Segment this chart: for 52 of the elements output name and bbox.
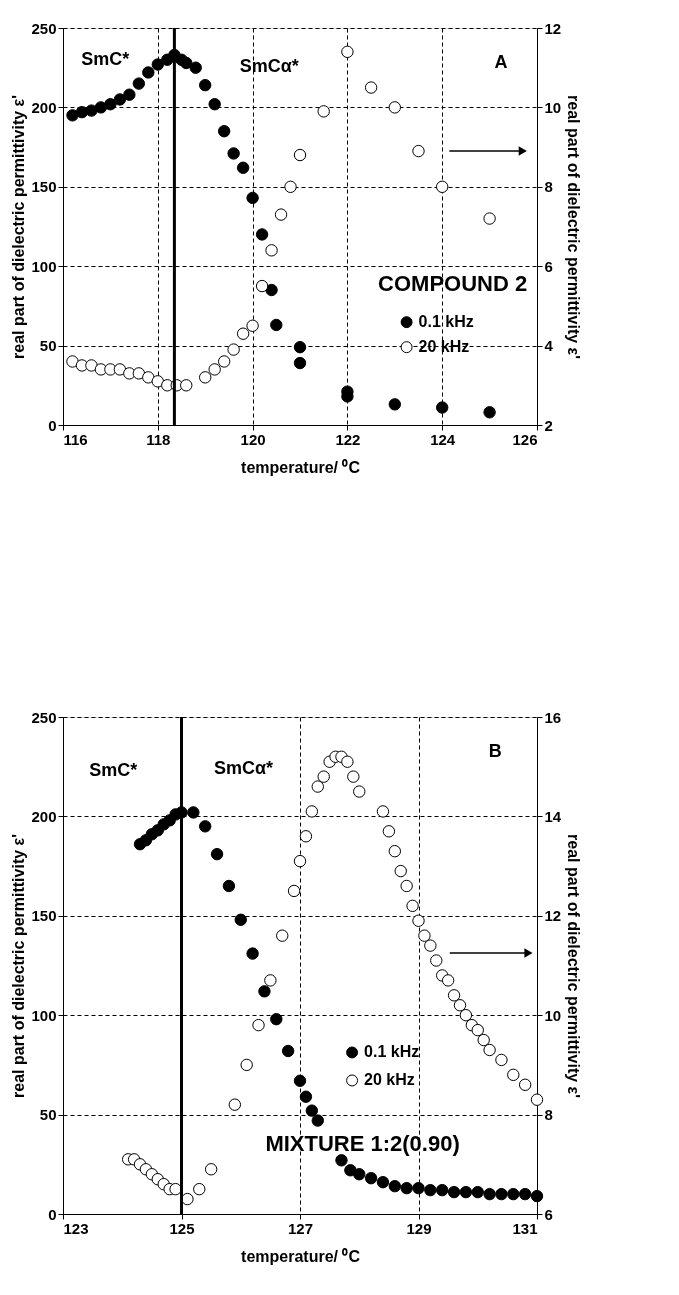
x-tick-label: 118 — [146, 430, 171, 448]
y2-tick-label: 8 — [544, 178, 553, 196]
y-tick-label: 50 — [39, 337, 57, 355]
legend-label: 20 kHz — [364, 1071, 415, 1089]
x-tick-label: 129 — [406, 1219, 432, 1237]
y-axis-title: real part of dielectric permittivity ε' — [10, 95, 28, 359]
y2-tick-label: 6 — [544, 257, 553, 275]
annotation: SmC* — [81, 49, 130, 70]
y-tick-label: 250 — [31, 708, 57, 726]
y2-tick-label: 4 — [544, 337, 554, 355]
y2-tick-label: 14 — [544, 807, 562, 825]
y-tick-label: 150 — [31, 178, 57, 196]
y-tick-label: 150 — [31, 907, 57, 925]
x-tick-label: 131 — [512, 1219, 538, 1237]
y-tick-label: 100 — [31, 257, 57, 275]
annotation: A — [494, 51, 508, 72]
y-tick-label: 200 — [31, 98, 57, 116]
y-tick-label: 100 — [31, 1006, 57, 1024]
y-tick-label: 200 — [31, 807, 57, 825]
y2-axis-title: real part of dielectric permittivity ε' — [565, 834, 583, 1098]
x-tick-label: 120 — [240, 430, 266, 448]
x-tick-label: 126 — [512, 430, 538, 448]
x-tick-label: 123 — [63, 1219, 89, 1237]
y2-tick-label: 12 — [544, 907, 562, 925]
y2-tick-label: 16 — [544, 708, 562, 726]
y2-tick-label: 10 — [544, 1006, 562, 1024]
y2-tick-label: 10 — [544, 98, 562, 116]
legend-label: 0.1 kHz — [418, 313, 474, 331]
x-tick-label: 122 — [335, 430, 361, 448]
y2-tick-label: 12 — [544, 19, 562, 37]
y-tick-label: 0 — [48, 1205, 57, 1223]
y2-tick-label: 6 — [544, 1205, 553, 1223]
y2-tick-label: 8 — [544, 1106, 553, 1124]
annotation: COMPOUND 2 — [378, 271, 528, 297]
annotation: B — [488, 741, 502, 762]
x-tick-label: 124 — [430, 430, 456, 448]
y2-axis-title: real part of dielectric permittivity ε' — [565, 95, 583, 359]
legend-label: 0.1 kHz — [364, 1043, 420, 1061]
x-tick-label: 125 — [169, 1219, 195, 1237]
x-axis-title: temperature/ ⁰C — [241, 458, 361, 476]
y-axis-title: real part of dielectric permittivity ε' — [10, 834, 28, 1098]
y2-tick-label: 2 — [544, 416, 553, 434]
annotation: SmCα* — [214, 757, 274, 778]
annotation: SmCα* — [239, 55, 299, 76]
x-axis-title: temperature/ ⁰C — [241, 1247, 361, 1265]
annotation: SmC* — [89, 759, 138, 780]
y-tick-label: 0 — [48, 416, 57, 434]
y-tick-label: 250 — [31, 19, 57, 37]
y-tick-label: 50 — [39, 1106, 57, 1124]
annotation: MIXTURE 1:2(0.90) — [265, 1130, 460, 1156]
x-tick-label: 127 — [287, 1219, 314, 1237]
x-tick-label: 116 — [63, 430, 88, 448]
